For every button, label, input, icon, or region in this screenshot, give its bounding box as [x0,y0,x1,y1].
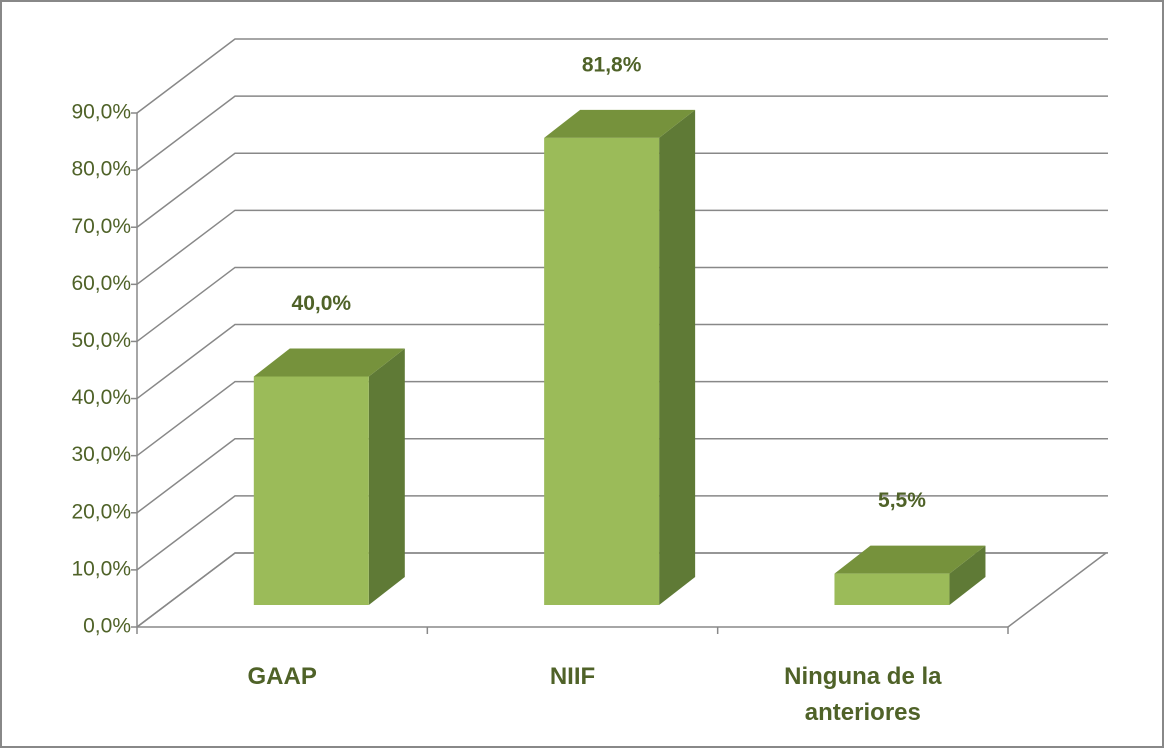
x-tick-label: NIIF [549,663,596,690]
bar-side [949,545,986,605]
grid-line [136,266,1108,343]
y-tick-label: 30,0% [71,443,131,466]
bar-front [834,573,950,605]
grid-line [136,380,1108,457]
grid-line [136,438,1108,514]
y-tick-label: 90,0% [71,101,131,124]
bar-side [368,348,405,605]
grid-line [136,38,1108,114]
bar [834,545,986,605]
y-tick-label: 10,0% [71,557,131,580]
bar-top [253,348,405,377]
y-tick-label: 50,0% [71,329,131,352]
grid-line [136,495,1108,571]
bar-top [834,545,986,574]
bar-front [253,376,369,605]
bar-front [544,137,660,605]
y-tick-label: 80,0% [71,158,131,181]
bar-side [659,109,696,605]
bar [253,348,405,605]
y-tick-label: 60,0% [71,272,131,295]
y-tick-label: 0,0% [83,615,131,638]
data-label: 40,0% [292,292,352,315]
grid-line [136,323,1108,400]
x-tick-label: GAAP [247,663,317,690]
data-label: 5,5% [878,489,926,512]
grid-line [136,152,1108,228]
y-tick-label: 40,0% [71,386,131,409]
x-tick-label: Ninguna de la anteriores [784,663,942,726]
y-tick-label: 70,0% [71,215,131,238]
bar [544,109,696,605]
bar-top [544,109,696,138]
data-label: 81,8% [582,53,642,76]
grid-line [136,95,1108,171]
y-tick-label: 20,0% [71,500,131,523]
grid-line [136,209,1108,285]
grid-line [136,552,1108,628]
